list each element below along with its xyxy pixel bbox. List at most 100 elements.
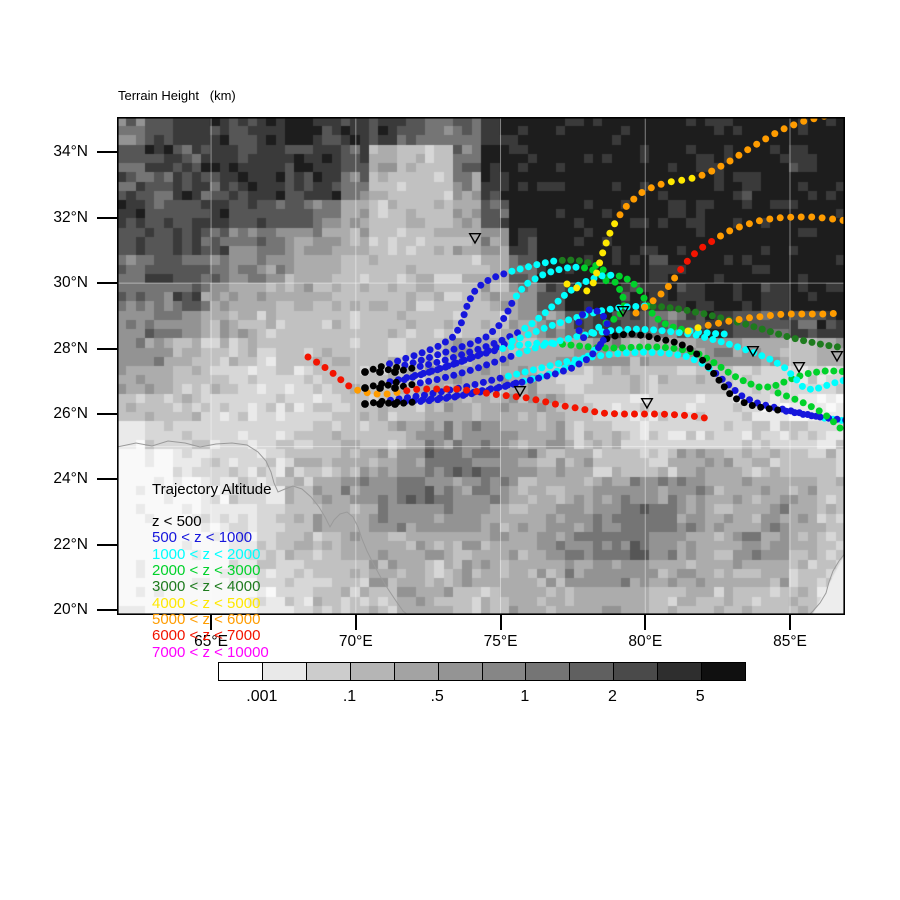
trajectory-dot xyxy=(561,402,569,410)
trajectory-dot xyxy=(782,407,790,415)
trajectory-dot xyxy=(541,259,549,267)
trajectory-dot xyxy=(593,307,601,315)
trajectory-dot xyxy=(563,358,571,366)
trajectory-dot xyxy=(546,362,554,370)
trajectory-dot xyxy=(698,171,706,179)
trajectory-dot xyxy=(637,331,645,339)
trajectory-dot xyxy=(644,343,652,351)
colorbar-label: .5 xyxy=(430,688,444,705)
trajectory-dot xyxy=(567,341,575,349)
trajectory-dot xyxy=(690,412,698,420)
trajectory-dot xyxy=(766,355,774,363)
x-axis-tick xyxy=(499,615,502,630)
trajectory-dot xyxy=(524,279,532,287)
trajectory-dot xyxy=(434,396,442,404)
release-point-dot xyxy=(376,368,384,376)
trajectory-dot xyxy=(581,406,589,414)
legend-entry: 3000 < z < 4000 xyxy=(152,578,261,596)
trajectory-dot xyxy=(691,250,698,258)
trajectory-dot xyxy=(700,414,708,422)
trajectory-dot xyxy=(700,310,708,318)
trajectory-dot xyxy=(460,311,468,319)
trajectory-dot xyxy=(471,381,479,388)
trajectory-dot xyxy=(492,391,500,398)
trajectory-dot xyxy=(661,320,669,328)
trajectory-dot xyxy=(664,283,672,290)
trajectory-dot xyxy=(638,189,646,196)
trajectory-dot xyxy=(463,386,471,394)
trajectory-dot xyxy=(564,264,571,272)
release-point-dot xyxy=(376,384,384,392)
trajectory-dot xyxy=(740,399,748,407)
trajectory-dot xyxy=(653,343,661,351)
trajectory-dot xyxy=(535,374,543,382)
colorbar-segment xyxy=(393,663,438,680)
trajectory-dot xyxy=(708,312,716,320)
trajectory-dot xyxy=(558,256,566,264)
trajectory-dot xyxy=(657,290,665,298)
y-axis-label: 28°N xyxy=(53,339,88,357)
trajectory-dot xyxy=(726,157,734,165)
x-axis-tick xyxy=(210,615,213,630)
trajectory-dot xyxy=(521,324,529,332)
trajectory-dot xyxy=(720,383,728,391)
release-point-dot xyxy=(391,400,399,408)
x-axis-label: 70°E xyxy=(338,633,373,650)
trajectory-dot xyxy=(554,297,562,305)
x-axis-tick xyxy=(354,615,357,630)
trajectory-dot xyxy=(434,351,442,359)
trajectory-dot xyxy=(602,277,610,285)
trajectory-dot xyxy=(584,259,592,267)
legend-entry: z < 500 xyxy=(152,513,202,531)
trajectory-dot xyxy=(426,346,434,354)
y-axis-label: 34°N xyxy=(53,143,88,161)
trajectory-dot xyxy=(399,366,407,374)
trajectory-dot xyxy=(600,312,607,320)
trajectory-dot xyxy=(425,368,433,376)
trajectory-dot xyxy=(807,403,815,411)
trajectory-dot xyxy=(425,361,433,368)
trajectory-dot xyxy=(775,330,783,338)
trajectory-dot xyxy=(670,338,678,346)
trajectory-dot xyxy=(815,407,823,415)
trajectory-dot xyxy=(783,333,791,340)
trajectory-dot xyxy=(787,310,795,318)
trajectory-dot xyxy=(614,350,622,358)
trajectory-dot xyxy=(678,176,686,184)
trajectory-dot xyxy=(524,340,532,348)
trajectory-dot xyxy=(631,349,639,356)
trajectory-dot xyxy=(573,284,581,292)
trajectory-dot xyxy=(441,356,449,364)
trajectory-dot xyxy=(808,310,816,318)
trajectory-dot xyxy=(670,344,678,352)
trajectory-dot xyxy=(443,385,451,393)
trajectory-dot xyxy=(337,376,345,384)
trajectory-dot xyxy=(648,348,656,356)
trajectory-dot xyxy=(815,384,823,392)
trajectory-dot xyxy=(547,268,555,276)
trajectory-dot xyxy=(599,249,607,257)
trajectory-dot xyxy=(607,271,615,279)
trajectory-dot xyxy=(708,238,716,245)
trajectory-dot xyxy=(731,387,739,394)
trajectory-dot xyxy=(603,328,610,336)
trajectory-dot xyxy=(764,383,772,391)
trajectory-dot xyxy=(630,195,638,203)
trajectory-dot xyxy=(622,202,630,210)
trajectory-dot xyxy=(383,390,391,398)
trajectory-dot xyxy=(591,408,599,416)
trajectory-dot xyxy=(529,366,537,374)
trajectory-dot xyxy=(539,271,547,279)
colorbar-segment xyxy=(701,663,746,680)
trajectory-dot xyxy=(636,287,644,295)
trajectory-dot xyxy=(441,338,449,346)
trajectory-dot xyxy=(830,367,838,375)
trajectory-dot xyxy=(641,326,649,333)
trajectory-dot xyxy=(531,275,539,283)
trajectory-dot xyxy=(490,347,498,355)
trajectory-dot xyxy=(354,386,362,394)
trajectory-dot xyxy=(500,270,508,278)
trajectory-dot xyxy=(532,396,540,404)
trajectory-dot xyxy=(531,344,539,352)
trajectory-dot xyxy=(627,343,635,351)
